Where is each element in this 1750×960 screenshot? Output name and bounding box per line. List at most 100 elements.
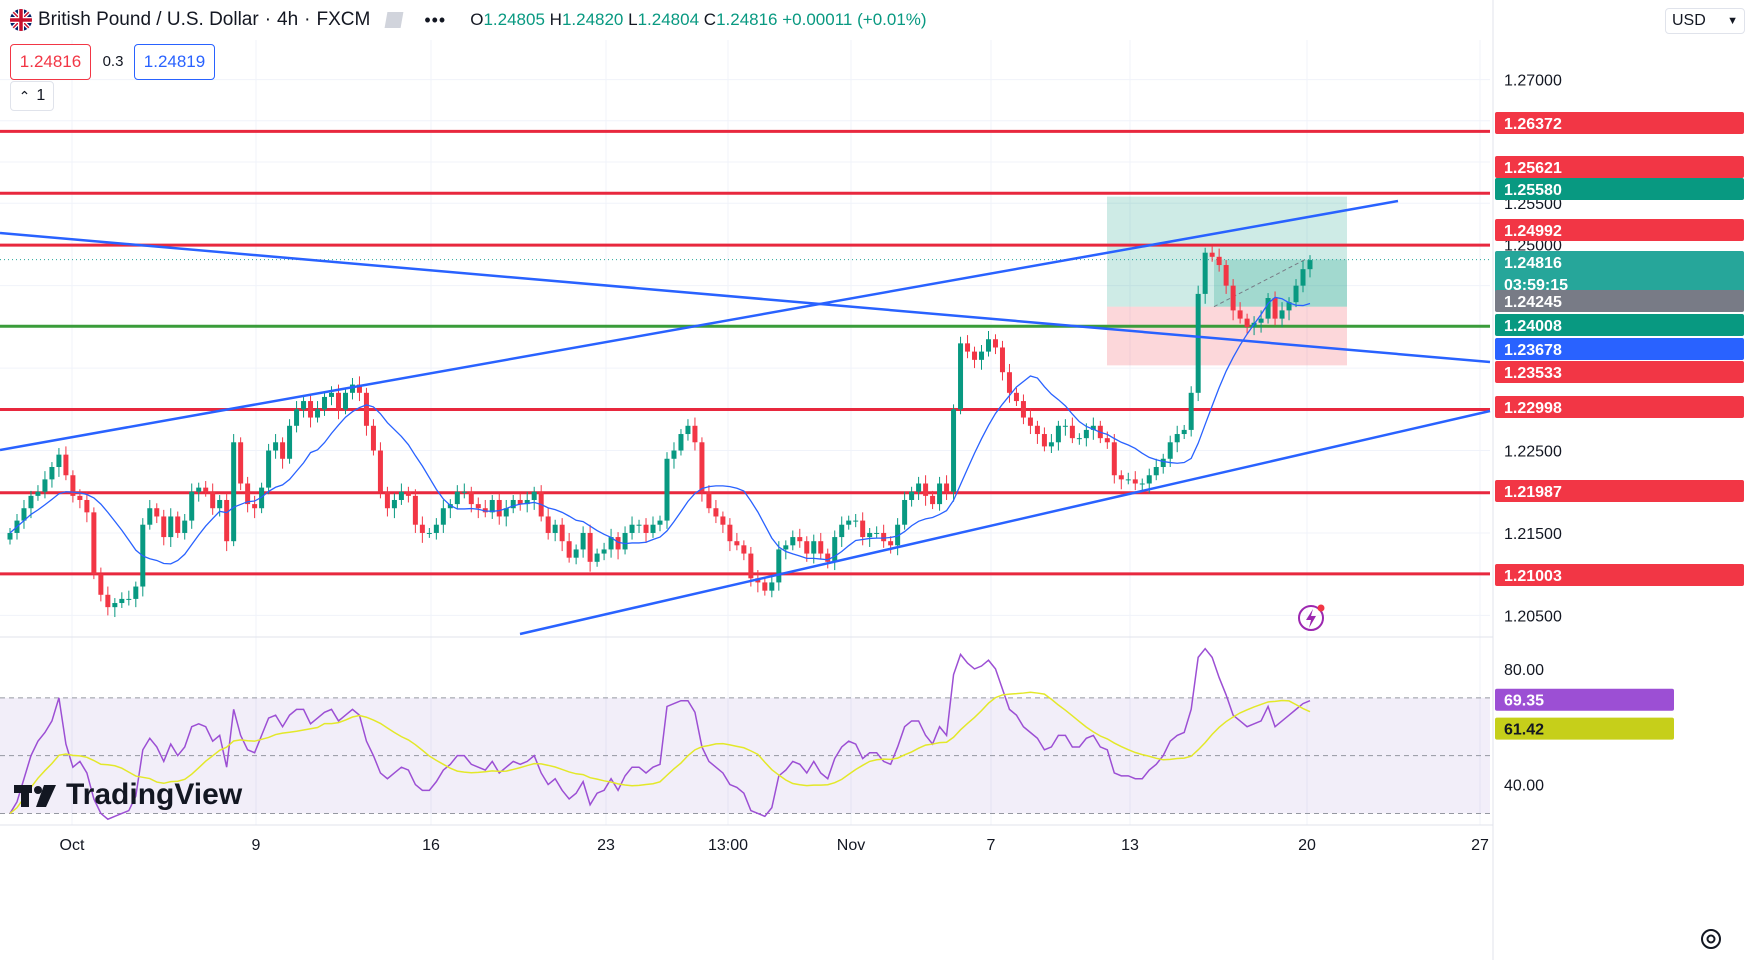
candle-body[interactable] [720,516,726,525]
candle-body[interactable] [769,582,775,591]
candle-body[interactable] [28,495,34,509]
candle-body[interactable] [175,516,181,533]
candle-body[interactable] [790,537,796,546]
candle-body[interactable] [797,537,803,542]
candle-body[interactable] [468,491,474,505]
position-target-zone[interactable] [1107,196,1347,307]
candle-body[interactable] [881,532,887,542]
candle-body[interactable] [1293,285,1299,303]
candle-body[interactable] [776,549,782,583]
candle-body[interactable] [273,442,279,451]
candle-body[interactable] [266,450,272,488]
candle-body[interactable] [650,524,656,533]
candle-body[interactable] [1237,310,1243,319]
candle-body[interactable] [573,549,579,558]
indicators-collapse-button[interactable]: ⌃ 1 [10,81,54,111]
candle-body[interactable] [329,392,335,397]
ascending-channel-upper-trendline[interactable] [0,199,1399,452]
more-dots-icon[interactable]: ••• [424,9,447,30]
candle-body[interactable] [874,532,880,534]
candle-body[interactable] [1265,298,1271,319]
candle-body[interactable] [370,425,376,451]
candle-body[interactable] [342,392,348,410]
candle-body[interactable] [860,520,866,538]
candle-body[interactable] [804,541,810,554]
candle-body[interactable] [1286,302,1292,311]
candle-body[interactable] [992,339,998,348]
candle-body[interactable] [49,467,55,480]
candle-body[interactable] [161,516,167,538]
candle-body[interactable] [657,520,663,525]
candle-body[interactable] [678,434,684,451]
candle-body[interactable] [1090,425,1096,430]
candle-body[interactable] [405,491,411,496]
sell-button[interactable]: 1.24816 [10,44,91,80]
candle-body[interactable] [203,487,209,492]
candle-body[interactable] [287,425,293,459]
candle-body[interactable] [846,520,852,525]
candle-body[interactable] [741,545,747,554]
candle-body[interactable] [1041,434,1047,447]
candle-body[interactable] [1027,417,1033,426]
candle-body[interactable] [1300,269,1306,286]
candle-body[interactable] [1006,372,1012,393]
candle-body[interactable] [112,603,118,608]
candle-body[interactable] [189,491,195,521]
candle-body[interactable] [42,479,48,492]
candle-body[interactable] [734,541,740,546]
candle-body[interactable] [168,516,174,538]
candle-body[interactable] [1181,429,1187,435]
descending-trendline[interactable] [0,231,1491,364]
candle-body[interactable] [510,499,516,509]
candle-body[interactable] [35,491,41,496]
candle-body[interactable] [895,524,901,546]
candle-body[interactable] [496,499,502,517]
candle-body[interactable] [70,475,76,496]
candle-body[interactable] [923,483,929,496]
candle-body[interactable] [867,532,873,538]
candle-body[interactable] [1139,483,1145,485]
candle-body[interactable] [1216,256,1222,266]
candle-body[interactable] [21,508,27,521]
tradingview-logo[interactable]: TradingView [14,778,242,812]
candle-body[interactable] [832,537,838,562]
candle-body[interactable] [1062,425,1068,427]
candle-body[interactable] [1230,285,1236,311]
candle-body[interactable] [356,384,362,393]
candle-body[interactable] [105,594,111,608]
candle-body[interactable] [524,499,530,505]
candle-body[interactable] [545,516,551,533]
candle-body[interactable] [748,553,754,579]
moving-average-line[interactable] [9,296,1311,565]
candle-body[interactable] [210,491,216,509]
candle-body[interactable] [622,532,628,550]
candle-body[interactable] [384,491,390,509]
candle-body[interactable] [315,409,321,418]
candle-body[interactable] [238,442,244,484]
candle-body[interactable] [1279,310,1285,319]
candle-body[interactable] [419,524,425,533]
candle-body[interactable] [1160,458,1166,468]
candle-body[interactable] [1013,392,1019,402]
candle-body[interactable] [482,508,488,513]
candle-body[interactable] [440,508,446,525]
interval-label[interactable]: 4h [277,9,299,30]
candle-body[interactable] [916,483,922,492]
ascending-channel-lower-trendline[interactable] [519,409,1491,636]
candle-body[interactable] [615,537,621,550]
candle-body[interactable] [280,442,286,459]
candle-body[interactable] [930,495,936,505]
candle-body[interactable] [56,454,62,468]
candle-body[interactable] [608,537,614,550]
rsi-line[interactable] [9,647,1311,821]
candle-body[interactable] [727,524,733,542]
candle-body[interactable] [1146,475,1152,484]
candle-body[interactable] [1076,438,1082,440]
candle-body[interactable] [391,499,397,509]
candle-body[interactable] [1307,260,1313,270]
candle-body[interactable] [475,504,481,509]
position-stop-zone[interactable] [1107,306,1347,366]
candle-body[interactable] [84,499,90,513]
candle-body[interactable] [979,351,985,360]
